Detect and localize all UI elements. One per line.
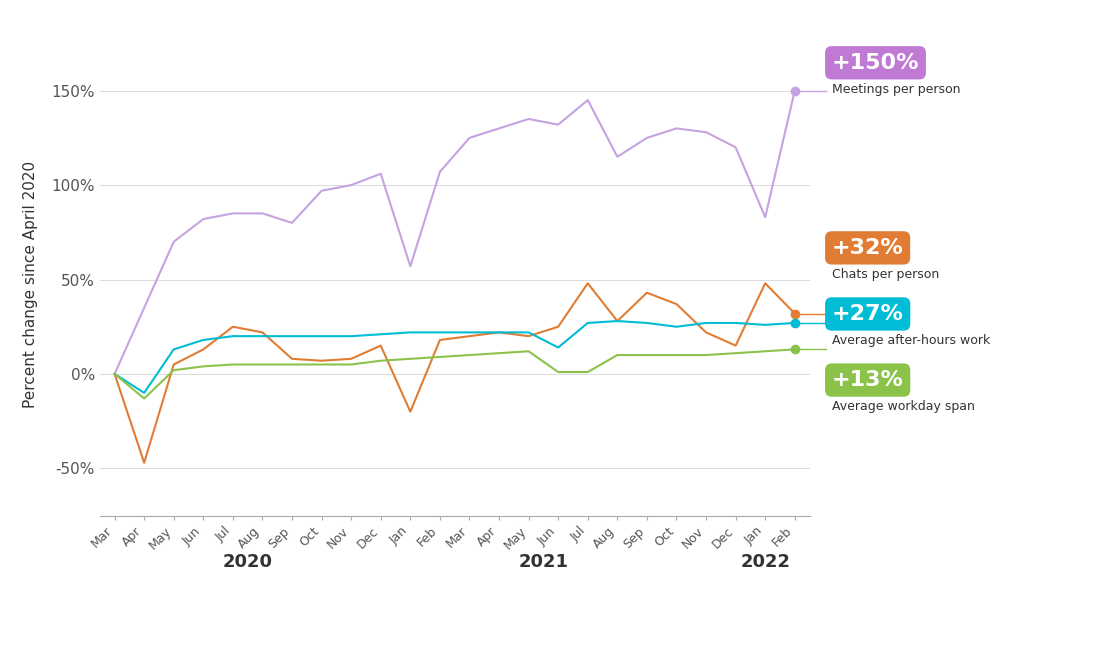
Text: Meetings per person: Meetings per person: [832, 83, 960, 96]
Y-axis label: Percent change since April 2020: Percent change since April 2020: [22, 161, 38, 408]
Text: 2020: 2020: [223, 553, 273, 571]
Text: Average workday span: Average workday span: [832, 400, 975, 413]
Text: Chats per person: Chats per person: [832, 268, 939, 281]
Text: Average after-hours work: Average after-hours work: [832, 334, 990, 347]
Text: +27%: +27%: [832, 304, 904, 324]
Text: +32%: +32%: [832, 238, 904, 258]
Text: +150%: +150%: [832, 53, 919, 73]
Text: +13%: +13%: [832, 370, 904, 390]
Text: 2021: 2021: [518, 553, 569, 571]
Text: 2022: 2022: [740, 553, 791, 571]
